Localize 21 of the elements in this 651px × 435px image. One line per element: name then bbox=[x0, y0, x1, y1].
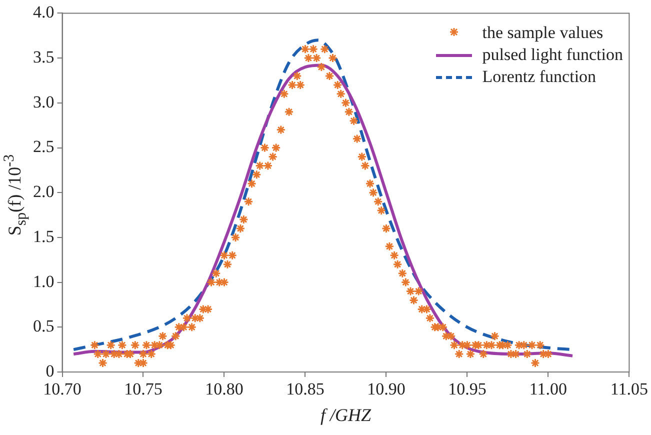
y-tick-label: 2.0 bbox=[33, 182, 54, 202]
y-tick-label: 1.5 bbox=[33, 226, 54, 246]
x-tick-label: 10.70 bbox=[43, 380, 82, 399]
legend-label: Lorentz function bbox=[482, 66, 596, 88]
x-tick-label: 11.00 bbox=[529, 380, 568, 399]
x-tick-label: 10.90 bbox=[367, 380, 406, 399]
y-tick-label: 3.5 bbox=[33, 48, 54, 67]
legend-label: pulsed light function bbox=[482, 44, 623, 66]
y-tick-label: 2.5 bbox=[33, 137, 54, 156]
y-tick-label: 4.0 bbox=[33, 2, 54, 22]
legend-label: the sample values bbox=[482, 22, 604, 44]
y-tick-label: 0 bbox=[46, 361, 54, 380]
y-tick-label: 1.0 bbox=[33, 272, 54, 291]
x-tick-label: 10.85 bbox=[286, 380, 324, 399]
y-tick-label: 3.0 bbox=[33, 92, 54, 112]
x-tick-label: 10.80 bbox=[205, 380, 244, 399]
y-tick-label: 0.5 bbox=[33, 316, 54, 336]
x-tick-label: 11.05 bbox=[610, 380, 648, 399]
x-axis-title: f /GHZ bbox=[320, 404, 372, 425]
x-tick-label: 10.95 bbox=[448, 380, 486, 399]
x-tick-label: 10.75 bbox=[124, 380, 162, 399]
